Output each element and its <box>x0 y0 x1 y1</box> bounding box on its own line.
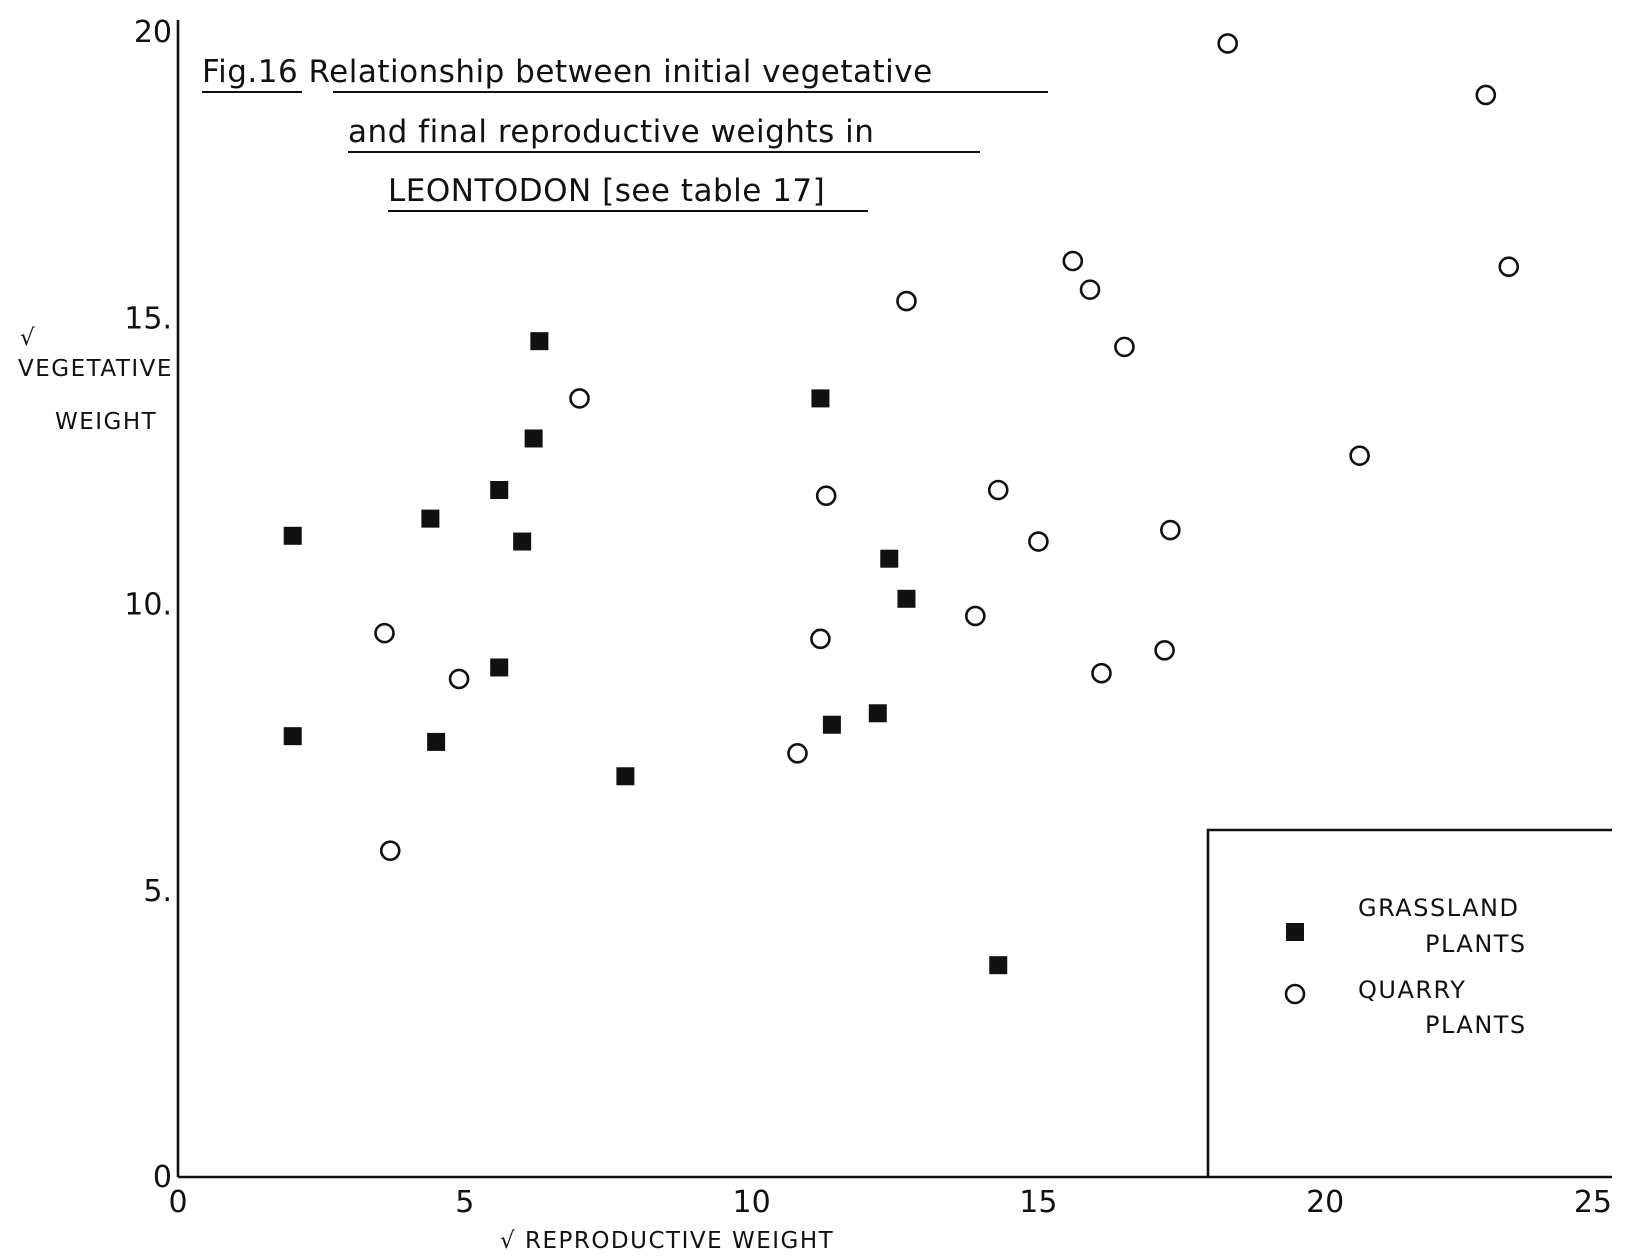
y-axis-label-line-1: VEGETATIVE <box>18 356 173 382</box>
quarry-point <box>1498 256 1520 278</box>
quarry-series <box>374 33 1520 861</box>
grassland-point <box>490 481 509 499</box>
x-tick-label: 5 <box>455 1185 474 1220</box>
y-tick-label: 5. <box>143 874 172 909</box>
quarry-point <box>896 290 917 312</box>
quarry-point <box>810 628 831 650</box>
legend-grassland-line-1: GRASSLAND <box>1358 894 1519 922</box>
legend: GRASSLAND PLANTS QUARRY PLANTS <box>1206 828 1612 1177</box>
legend-quarry-marker <box>1284 983 1306 1005</box>
legend-quarry-line-2: PLANTS <box>1425 1011 1527 1039</box>
grassland-point <box>530 332 549 351</box>
grassland-point <box>490 658 509 677</box>
legend-quarry-line-1: QUARRY <box>1358 976 1466 1004</box>
quarry-point <box>1154 639 1175 661</box>
grassland-point <box>524 429 543 448</box>
quarry-point <box>965 605 986 627</box>
quarry-point <box>1160 519 1181 541</box>
title-line-3: LEONTODON [see table 17] <box>388 173 825 209</box>
grassland-point <box>616 767 635 786</box>
chart-title: Fig.16 Relationship between initial vege… <box>202 54 1048 212</box>
grassland-series <box>283 332 1008 975</box>
quarry-point <box>374 622 395 644</box>
y-axis-label-line-2: WEIGHT <box>55 409 157 435</box>
y-tick-label: 20 <box>134 15 172 50</box>
grassland-point <box>897 589 916 608</box>
x-tick-label: 25 <box>1574 1185 1612 1220</box>
x-tick-label: 15 <box>1019 1185 1057 1220</box>
quarry-point <box>1217 33 1238 54</box>
quarry-point <box>787 743 808 764</box>
quarry-point <box>1349 445 1370 466</box>
quarry-point <box>1079 279 1101 300</box>
grassland-point <box>868 704 887 723</box>
quarry-point <box>448 668 470 690</box>
quarry-point <box>1475 84 1497 106</box>
legend-grassland-marker <box>1286 923 1304 941</box>
grassland-point <box>283 727 302 746</box>
quarry-point <box>569 388 590 409</box>
grassland-point <box>811 389 830 408</box>
quarry-point <box>1114 336 1135 358</box>
quarry-point <box>1028 531 1049 552</box>
quarry-point <box>1062 250 1084 272</box>
y-tick-label: 0 <box>153 1160 172 1195</box>
y-axis-label: √ VEGETATIVE WEIGHT <box>18 325 173 435</box>
quarry-point <box>1091 662 1112 684</box>
grassland-point <box>880 549 899 568</box>
x-axis-label: √ REPRODUCTIVE WEIGHT <box>500 1228 834 1254</box>
grassland-point <box>421 509 440 528</box>
x-tick-label: 10 <box>733 1185 771 1220</box>
grassland-point <box>427 732 446 751</box>
title-line-1: Fig.16 Relationship between initial vege… <box>202 54 933 90</box>
grassland-point <box>989 956 1008 975</box>
y-tick-label: 10. <box>124 588 172 623</box>
legend-grassland-line-2: PLANTS <box>1425 930 1527 958</box>
quarry-point <box>379 840 401 861</box>
grassland-point <box>513 532 532 551</box>
y-axis-label-root: √ <box>20 325 36 351</box>
x-tick-label: 20 <box>1306 1185 1344 1220</box>
y-tick-labels: 0 5. 10. 15. 20 <box>124 15 172 1195</box>
title-line-2: and final reproductive weights in <box>348 114 874 150</box>
quarry-point <box>815 485 837 507</box>
legend-box <box>1206 828 1612 1177</box>
quarry-point <box>987 479 1009 501</box>
x-tick-label: 0 <box>168 1185 187 1220</box>
x-tick-labels: 0 5 10 15 20 25 <box>168 1185 1612 1220</box>
grassland-point <box>822 715 841 734</box>
y-tick-label: 15. <box>124 301 172 336</box>
grassland-point <box>283 526 302 545</box>
